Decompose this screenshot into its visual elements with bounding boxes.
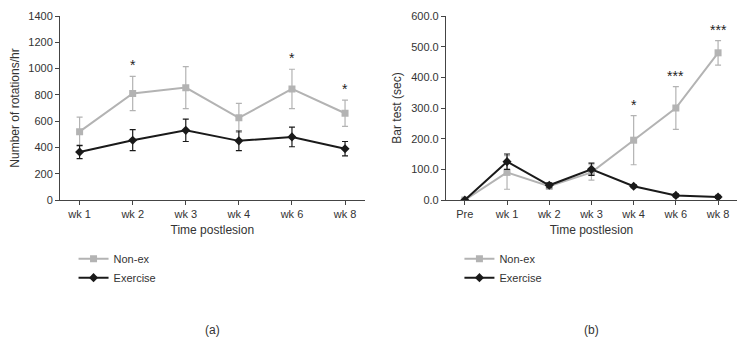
svg-text:500.0: 500.0 xyxy=(411,41,439,53)
svg-text:wk 2: wk 2 xyxy=(537,208,561,220)
svg-text:wk 2: wk 2 xyxy=(120,208,144,220)
svg-text:1400: 1400 xyxy=(28,10,52,22)
svg-text:wk 4: wk 4 xyxy=(227,208,251,220)
svg-text:(a): (a) xyxy=(205,323,220,337)
svg-text:wk 1: wk 1 xyxy=(67,208,91,220)
svg-text:Number of rotations/hr: Number of rotations/hr xyxy=(8,48,22,167)
svg-text:0.0: 0.0 xyxy=(423,194,438,206)
svg-text:200: 200 xyxy=(34,168,52,180)
svg-text:***: *** xyxy=(710,22,727,38)
svg-text:Bar test (sec): Bar test (sec) xyxy=(390,72,404,143)
svg-text:Exercise: Exercise xyxy=(499,272,541,284)
svg-text:Time postlesion: Time postlesion xyxy=(171,223,255,237)
svg-text:*: * xyxy=(289,50,295,66)
svg-text:Non-ex: Non-ex xyxy=(114,253,150,265)
svg-text:wk 1: wk 1 xyxy=(495,208,519,220)
svg-text:600: 600 xyxy=(34,115,52,127)
svg-text:400: 400 xyxy=(34,141,52,153)
svg-text:*: * xyxy=(130,57,136,73)
svg-text:Time postlesion: Time postlesion xyxy=(550,223,634,237)
svg-text:wk 8: wk 8 xyxy=(706,208,730,220)
svg-text:300.0: 300.0 xyxy=(411,102,439,114)
svg-text:wk 6: wk 6 xyxy=(280,208,304,220)
svg-text:600.0: 600.0 xyxy=(411,10,439,22)
svg-text:wk 6: wk 6 xyxy=(664,208,688,220)
svg-text:wk 3: wk 3 xyxy=(579,208,603,220)
svg-text:Exercise: Exercise xyxy=(114,272,156,284)
svg-text:wk 8: wk 8 xyxy=(333,208,357,220)
svg-text:400.0: 400.0 xyxy=(411,71,439,83)
svg-text:*: * xyxy=(631,97,637,113)
svg-text:(b): (b) xyxy=(584,323,599,337)
svg-text:1200: 1200 xyxy=(28,36,52,48)
svg-text:***: *** xyxy=(667,68,684,84)
svg-text:800: 800 xyxy=(34,89,52,101)
svg-text:0: 0 xyxy=(47,194,53,206)
svg-text:200.0: 200.0 xyxy=(411,133,439,145)
svg-text:Pre: Pre xyxy=(456,208,473,220)
svg-text:100.0: 100.0 xyxy=(411,163,439,175)
svg-text:Non-ex: Non-ex xyxy=(499,253,535,265)
svg-text:wk 3: wk 3 xyxy=(173,208,197,220)
svg-text:1000: 1000 xyxy=(28,62,52,74)
svg-text:wk 4: wk 4 xyxy=(621,208,645,220)
svg-text:*: * xyxy=(342,81,348,97)
